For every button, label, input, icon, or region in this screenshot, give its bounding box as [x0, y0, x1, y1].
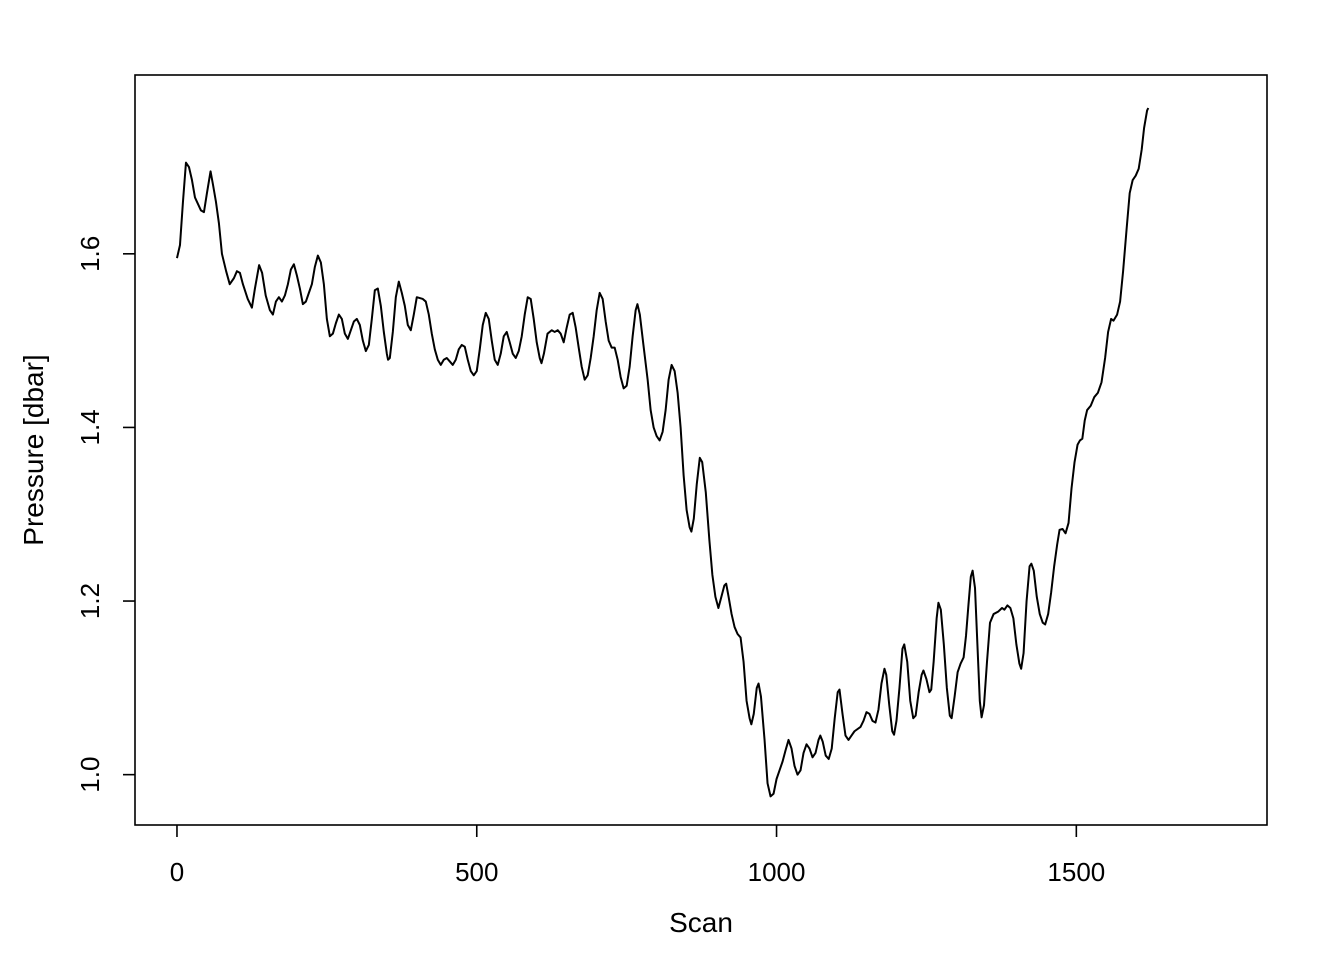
x-tick-label: 500: [455, 857, 498, 887]
x-axis-title: Scan: [669, 907, 733, 938]
y-tick-label: 1.4: [75, 409, 105, 445]
plot-frame: [134, 74, 1268, 826]
y-axis-title: Pressure [dbar]: [18, 354, 49, 545]
y-tick-label: 1.6: [75, 236, 105, 272]
y-tick-label: 1.0: [75, 757, 105, 793]
y-tick-label: 1.2: [75, 583, 105, 619]
x-tick-label: 1000: [748, 857, 806, 887]
x-axis: 0 500 1000 1500: [170, 825, 1105, 887]
x-tick-label: 1500: [1047, 857, 1105, 887]
x-tick-label: 0: [170, 857, 184, 887]
pressure-series-line: [175, 107, 1150, 798]
y-axis: 1.0 1.2 1.4 1.6: [75, 236, 135, 793]
